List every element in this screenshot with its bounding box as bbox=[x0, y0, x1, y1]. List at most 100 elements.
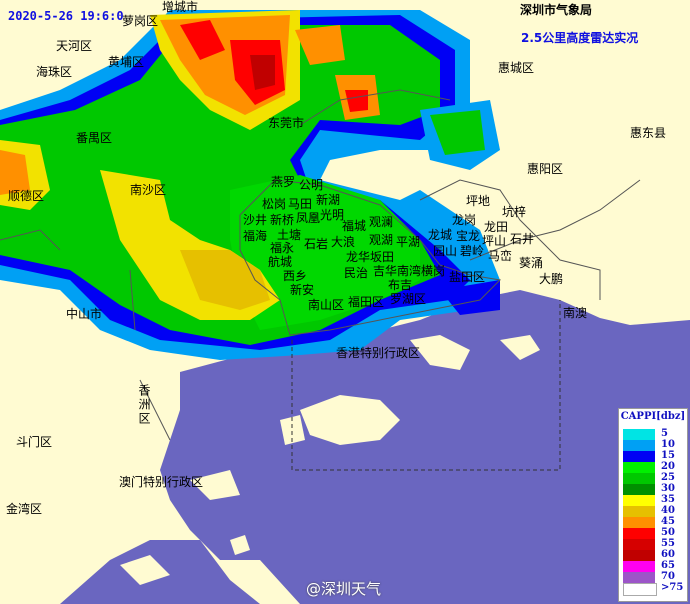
label-tianhe: 天河区 bbox=[56, 39, 93, 53]
label-nansha: 南沙区 bbox=[130, 183, 167, 197]
legend-item: >75 bbox=[623, 582, 683, 596]
label-zengcheng: 增城市 bbox=[162, 0, 199, 14]
label-huiyang: 惠阳区 bbox=[527, 162, 564, 176]
label-luohu: 罗湖区 bbox=[390, 292, 427, 306]
label-panyu: 番禺区 bbox=[76, 131, 113, 145]
legend-label: 5 bbox=[661, 428, 668, 439]
label-shunde: 顺德区 bbox=[8, 189, 45, 203]
legend-item: 60 bbox=[623, 549, 683, 561]
legend-swatch bbox=[623, 517, 655, 528]
legend-item: 25 bbox=[623, 472, 683, 484]
legend-item: 30 bbox=[623, 483, 683, 495]
legend-item: 45 bbox=[623, 516, 683, 528]
label-tiantang: 土塘 bbox=[277, 228, 302, 242]
label-dalang: 大浪 bbox=[331, 235, 356, 249]
label-fuhai: 福海 bbox=[243, 229, 268, 243]
label-xinqiao: 新桥 bbox=[270, 213, 295, 227]
label-futian: 福田区 bbox=[348, 295, 385, 309]
label-hangcheng: 航城 bbox=[268, 255, 293, 269]
label-longcheng: 龙城 bbox=[428, 228, 453, 242]
label-longtian: 龙田 bbox=[484, 220, 509, 234]
label-fuyong: 福永 bbox=[270, 241, 295, 255]
label-guanhu: 观湖 bbox=[369, 233, 394, 247]
label-yantian: 盐田区 bbox=[449, 270, 486, 284]
radar-legend: CAPPI[dbz] 5 10 15 20 25 30 35 40 45 50 55 60 65 70 >7… bbox=[618, 408, 688, 602]
legend-item: 40 bbox=[623, 505, 683, 517]
label-biling: 碧岭 bbox=[460, 244, 485, 258]
label-kengzi: 坑梓 bbox=[502, 205, 527, 219]
legend-item: 35 bbox=[623, 494, 683, 506]
legend-item: 20 bbox=[623, 461, 683, 473]
label-jihua-nanwan-henggang: 吉华南湾横岗 bbox=[373, 264, 446, 278]
legend-swatch bbox=[623, 528, 655, 539]
legend-swatch bbox=[623, 429, 655, 440]
hong-kong-island bbox=[300, 395, 400, 445]
legend-item: 70 bbox=[623, 571, 683, 583]
legend-item: 55 bbox=[623, 538, 683, 550]
label-minzhi: 民治 bbox=[344, 266, 369, 280]
legend-label: 55 bbox=[661, 538, 675, 549]
legend-label: 10 bbox=[661, 439, 675, 450]
label-guanlan: 观澜 bbox=[369, 215, 394, 229]
label-jinwan: 金湾区 bbox=[6, 502, 43, 516]
legend-swatch bbox=[623, 462, 655, 473]
legend-label: 15 bbox=[661, 450, 675, 461]
label-nanao: 南澳 bbox=[563, 306, 588, 320]
label-dapeng: 大鹏 bbox=[539, 272, 564, 286]
watermark: @深圳天气 bbox=[306, 580, 382, 598]
legend-label: 25 bbox=[661, 472, 675, 483]
legend-item: 15 bbox=[623, 450, 683, 462]
shenzhen-boundary bbox=[239, 179, 502, 336]
label-huicheng: 惠城区 bbox=[498, 61, 535, 75]
label-yuanshan: 园山 bbox=[433, 244, 458, 258]
legend-swatch bbox=[623, 506, 655, 517]
legend-swatch bbox=[623, 440, 655, 451]
label-xiangzhou: 香洲区 bbox=[137, 384, 151, 426]
radar-echoes bbox=[0, 10, 500, 360]
legend-swatch bbox=[623, 495, 655, 506]
agency-label: 深圳市气象局 bbox=[520, 3, 593, 17]
legend-label: 30 bbox=[661, 483, 675, 494]
label-matian: 马田 bbox=[288, 197, 313, 211]
legend-item: 65 bbox=[623, 560, 683, 572]
legend-item: 5 bbox=[623, 428, 683, 440]
legend-swatch bbox=[623, 550, 655, 561]
label-xixiang: 西乡 bbox=[283, 269, 308, 283]
label-mawan: 马峦 bbox=[488, 249, 513, 263]
legend-swatch bbox=[623, 473, 655, 484]
label-shijing: 石井 bbox=[510, 232, 535, 246]
legend-label: 65 bbox=[661, 560, 675, 571]
legend-label: 70 bbox=[661, 571, 675, 582]
legend-swatch bbox=[623, 539, 655, 550]
label-baolong: 宝龙 bbox=[456, 229, 481, 243]
label-buji: 布吉 bbox=[388, 278, 413, 292]
label-doumen: 斗门区 bbox=[16, 435, 53, 449]
legend-label: 35 bbox=[661, 494, 675, 505]
label-pingdi: 坪地 bbox=[466, 194, 491, 208]
label-xinhu: 新湖 bbox=[316, 193, 341, 207]
label-fucheng: 福城 bbox=[342, 219, 367, 233]
legend-swatch bbox=[623, 583, 657, 596]
legend-swatch bbox=[623, 572, 655, 583]
label-shiyan: 石岩 bbox=[304, 237, 329, 251]
label-longhua-bantian: 龙华坂田 bbox=[346, 250, 395, 264]
label-kuiyong: 葵涌 bbox=[519, 256, 544, 270]
label-yanluo: 燕罗 bbox=[271, 175, 296, 189]
label-pingshan: 坪山 bbox=[482, 234, 507, 248]
legend-item: 50 bbox=[623, 527, 683, 539]
label-fenghuang: 凤凰 bbox=[296, 211, 321, 225]
label-xinan: 新安 bbox=[290, 283, 315, 297]
legend-swatch bbox=[623, 561, 655, 572]
legend-swatch bbox=[623, 451, 655, 462]
legend-label: 40 bbox=[661, 505, 675, 516]
label-gongming: 公明 bbox=[299, 178, 324, 192]
legend-label: 20 bbox=[661, 461, 675, 472]
label-zhongshan: 中山市 bbox=[66, 307, 103, 321]
legend-swatch bbox=[623, 484, 655, 495]
label-nanshan: 南山区 bbox=[308, 298, 345, 312]
label-longgang: 龙岗 bbox=[452, 213, 477, 227]
label-shajing: 沙井 bbox=[243, 213, 268, 227]
label-luogang: 萝岗区 bbox=[122, 14, 159, 28]
legend-title: CAPPI[dbz] bbox=[620, 411, 686, 422]
